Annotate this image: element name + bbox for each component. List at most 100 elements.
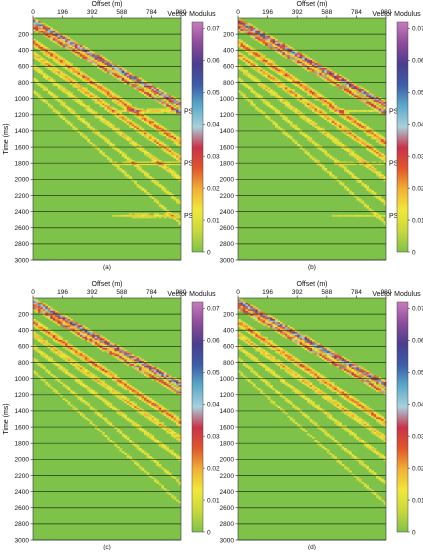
heat-cell (369, 134, 372, 136)
heat-cell (85, 137, 88, 139)
heat-cell (376, 216, 379, 218)
heat-cell (159, 112, 162, 114)
heat-cell (307, 154, 310, 156)
heat-cell (347, 120, 350, 122)
heat-cell (319, 100, 322, 102)
heat-cell (142, 86, 145, 88)
heat-cell (139, 413, 142, 415)
heat-cell (117, 116, 120, 118)
heat-cell (63, 385, 66, 387)
heat-cell (33, 68, 36, 70)
heat-cell (33, 57, 36, 59)
heat-cell (50, 387, 53, 389)
heat-cell (349, 121, 352, 123)
heat-cell (159, 484, 162, 486)
heat-cell (337, 86, 340, 88)
heat-cell (63, 325, 66, 327)
heat-cell (166, 387, 169, 389)
heat-cell (129, 126, 132, 128)
heat-cell (70, 124, 73, 126)
heat-cell (285, 57, 288, 59)
heat-cell (72, 408, 75, 410)
heat-cell (361, 94, 364, 96)
heat-cell (109, 440, 112, 442)
heat-cell (144, 174, 147, 176)
heat-cell (58, 324, 61, 326)
heat-cell (156, 112, 159, 114)
heat-cell (80, 371, 83, 373)
heat-cell (48, 79, 51, 81)
y-tick-label: 1000 (15, 376, 30, 383)
heat-cell (97, 429, 100, 431)
heat-cell (134, 463, 137, 465)
heat-cell (35, 350, 38, 352)
heat-cell (248, 76, 251, 78)
heat-cell (127, 388, 130, 390)
heat-cell (248, 53, 251, 55)
heat-cell (137, 396, 140, 398)
heat-cell (50, 70, 53, 72)
heat-cell (50, 350, 53, 352)
heat-cell (369, 110, 372, 112)
heat-cell (159, 186, 162, 188)
heat-cell (146, 216, 149, 218)
heat-cell (72, 73, 75, 75)
heat-cell (95, 87, 98, 89)
heat-cell (50, 107, 53, 109)
heat-cell (38, 31, 41, 33)
heat-cell (40, 73, 43, 75)
heat-cell (102, 154, 105, 156)
heat-cell (122, 136, 125, 138)
heat-cell (379, 176, 382, 178)
heat-cell (379, 112, 382, 114)
heat-cell (154, 372, 157, 374)
heat-cell (43, 89, 46, 91)
heat-cell (356, 158, 359, 160)
heat-cell (156, 424, 159, 426)
heat-cell (109, 424, 112, 426)
heat-cell (381, 105, 384, 107)
heat-cell (144, 136, 147, 138)
heat-cell (90, 364, 93, 366)
heat-cell (174, 104, 177, 106)
heat-cell (347, 134, 350, 136)
y-tick-label: 2800 (15, 521, 30, 528)
heat-cell (72, 353, 75, 355)
heat-cell (137, 116, 140, 118)
heat-cell (132, 126, 135, 128)
heat-cell (263, 74, 266, 76)
heat-cell (307, 70, 310, 72)
heat-cell (80, 134, 83, 136)
heat-cell (82, 401, 85, 403)
heat-cell (117, 413, 120, 415)
heat-cell (60, 104, 63, 106)
heat-cell (112, 100, 115, 102)
heat-cell (55, 322, 58, 324)
heat-cell (72, 128, 75, 130)
heat-cell (129, 392, 132, 394)
heat-cell (142, 216, 145, 218)
heat-cell (117, 104, 120, 106)
colorbar-tick-label: 0.03 (207, 153, 220, 160)
heat-cell (275, 112, 278, 114)
heat-cell (310, 123, 313, 125)
panel-caption: (c) (103, 544, 111, 550)
heat-cell (38, 351, 41, 353)
heat-cell (255, 39, 258, 41)
heat-cell (90, 392, 93, 394)
heat-cell (270, 107, 273, 109)
heat-cell (105, 350, 108, 352)
heat-cell (171, 102, 174, 104)
heat-cell (55, 112, 58, 114)
heat-cell (349, 192, 352, 194)
heat-cell (139, 133, 142, 135)
heat-cell (144, 453, 147, 455)
heat-cell (80, 358, 83, 360)
colorbar-tick-label: 0.06 (412, 58, 423, 65)
heat-cell (33, 359, 36, 361)
heat-cell (310, 157, 313, 159)
heat-cell (248, 87, 251, 89)
heat-cell (102, 400, 105, 402)
